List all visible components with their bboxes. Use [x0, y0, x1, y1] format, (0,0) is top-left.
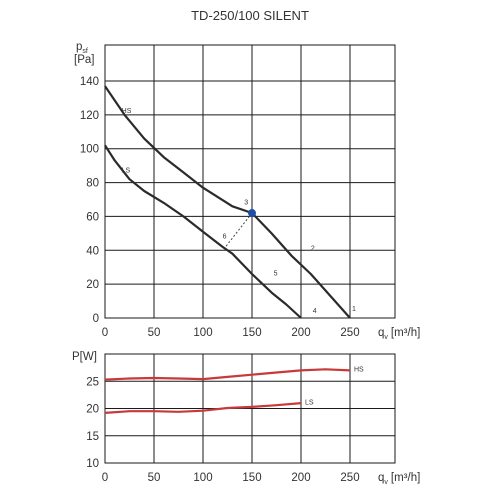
pressure-ytick-40: 40	[86, 245, 99, 257]
pressure-frame	[104, 44, 396, 319]
pressure-ytick-60: 60	[86, 211, 99, 223]
pressure-ylabel: psf	[76, 41, 88, 55]
pressure-ytick-80: 80	[86, 178, 99, 190]
power-xtick-100: 100	[193, 472, 212, 484]
pressure-ylabel-unit: [Pa]	[74, 54, 94, 66]
pressure-ytick-120: 120	[80, 110, 99, 122]
curve-point-label-2: 2	[311, 245, 315, 252]
pressure-xtick-150: 150	[242, 327, 261, 339]
pressure-label-hs: HS	[122, 108, 132, 115]
power-xtick-150: 150	[242, 472, 261, 484]
power-ylabel: P[W]	[72, 351, 97, 363]
curve-point-label-1: 1	[352, 306, 356, 313]
curve-point-label-6: 6	[223, 233, 227, 240]
pressure-grid	[104, 44, 396, 319]
power-label-hs: HS	[354, 366, 364, 373]
operating-point	[248, 209, 256, 218]
pressure-ytick-20: 20	[86, 279, 99, 291]
power-curve-hs	[104, 368, 351, 381]
power-xlabel: qv [m³/h]	[378, 472, 420, 486]
curve-point-label-4: 4	[313, 308, 317, 315]
pressure-curve-hs	[104, 85, 351, 319]
pressure-ytick-100: 100	[80, 144, 99, 156]
pressure-xtick-200: 200	[291, 327, 310, 339]
pressure-xlabel: qv [m³/h]	[378, 327, 420, 341]
guide-line	[225, 212, 253, 248]
power-grid	[104, 353, 396, 464]
pressure-label-ls: LS	[122, 167, 131, 174]
pressure-xtick-100: 100	[193, 327, 212, 339]
chart-title: TD-250/100 SILENT	[191, 8, 309, 23]
pressure-curve-ls	[104, 144, 302, 319]
power-xtick-200: 200	[291, 472, 310, 484]
power-ytick-15: 15	[86, 431, 99, 443]
pressure-xtick-250: 250	[340, 327, 359, 339]
power-xtick-250: 250	[340, 472, 359, 484]
power-curve-ls	[104, 402, 302, 414]
pressure-ytick-0: 0	[93, 313, 99, 325]
power-ytick-20: 20	[86, 404, 99, 416]
pressure-xtick-0: 0	[102, 327, 108, 339]
pressure-xtick-50: 50	[148, 327, 161, 339]
power-ytick-25: 25	[86, 376, 99, 388]
power-ytick-10: 10	[86, 458, 99, 470]
power-xtick-0: 0	[102, 472, 108, 484]
power-xtick-50: 50	[148, 472, 161, 484]
power-label-ls: LS	[305, 400, 314, 407]
curve-point-label-3: 3	[244, 200, 248, 207]
pressure-ytick-140: 140	[80, 76, 99, 88]
curve-point-label-5: 5	[274, 271, 278, 278]
